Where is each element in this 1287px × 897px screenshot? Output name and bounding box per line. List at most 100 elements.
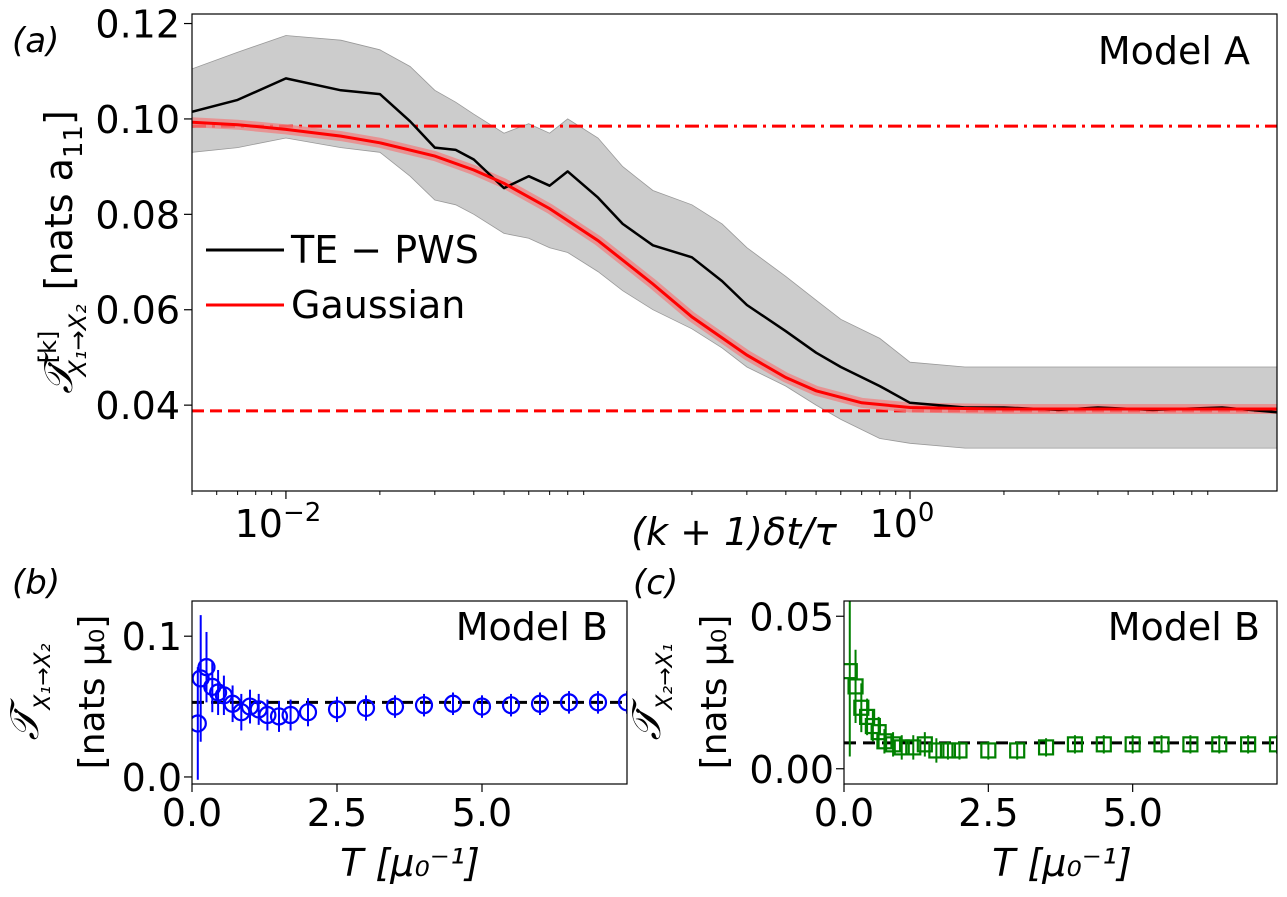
panel-a-frame	[191, 13, 1278, 492]
panel-a-y-tick-label: 0.10	[95, 98, 180, 142]
data-point-circle	[530, 694, 550, 713]
data-point-square	[951, 742, 968, 759]
data-point-square	[876, 733, 893, 750]
y-tick-label: 0.00	[749, 748, 834, 792]
data-point-circle	[298, 703, 318, 722]
data-point-square	[980, 742, 997, 759]
data-point-square	[847, 678, 864, 695]
data-point-circle	[414, 696, 434, 715]
data-point-circle	[356, 698, 376, 718]
x-tick-label: 5.0	[452, 791, 512, 835]
gaussian-line	[192, 120, 1277, 411]
legend-te-pws-label: TE − PWS	[290, 228, 479, 272]
y-tick-label: 0.1	[122, 615, 182, 659]
panel-c-y-axis-unit: [nats μ₀]	[694, 615, 735, 770]
data-point-square	[853, 699, 870, 716]
panel-b-plot-area	[192, 615, 627, 780]
panel-b-frame	[191, 600, 628, 785]
panel-a-x-tick-base: 10	[235, 502, 283, 546]
panel-a-y-tick-label: 0.06	[95, 289, 180, 333]
x-tick-label: 0.0	[814, 791, 874, 835]
panel-a: 0.040.060.080.100.12 10−2 100 (a) Model A…	[12, 3, 1278, 554]
data-point-square	[870, 724, 887, 741]
panel-a-x-tick-exponent: −2	[283, 498, 321, 528]
data-point-square	[1211, 736, 1228, 753]
data-point-circle	[192, 669, 210, 688]
panel-a-x-tick-label: 10−2	[235, 498, 322, 546]
data-point-square	[858, 708, 876, 726]
panel-clipped-layer	[192, 615, 627, 780]
data-point-circle	[472, 697, 492, 716]
data-point-square	[1240, 736, 1257, 753]
panel-a-y-axis-unit-subscript: 11	[59, 125, 89, 158]
data-point-circle	[617, 693, 627, 712]
data-point-square	[1124, 736, 1141, 753]
data-point-circle	[281, 705, 300, 725]
panel-c: 0.0 2.5 5.0 0.00 0.05 (c) Model B T [μ₀⁻¹] 𝒯…	[624, 563, 1278, 885]
data-point-square	[1009, 742, 1026, 759]
x-tick-label: 2.5	[307, 791, 367, 835]
data-point-square	[1182, 736, 1199, 753]
data-point-circle	[588, 693, 608, 712]
panel-a-x-axis-label: (k + 1)δt/τ	[631, 510, 838, 554]
panel-b-label: (b)	[12, 563, 60, 603]
panel-a-y-axis-label: 𝒯̇[k]X₁→X₂[nats a11]	[34, 110, 92, 394]
x-tick-label: 0.0	[162, 791, 222, 835]
te-pws-confidence-band	[192, 35, 1277, 449]
data-point-circle	[258, 705, 277, 725]
panel-c-y-axis-subscript: X₂→X₁	[653, 644, 678, 711]
panel-c-ticks: 0.0 2.5 5.0 0.00 0.05	[749, 595, 1162, 835]
panel-b-ticks: 0.0 2.5 5.0 0.0 0.1	[122, 615, 513, 835]
panel-b-y-axis-unit: [nats μ₀]	[72, 615, 113, 770]
x-tick-label: 2.5	[958, 791, 1018, 835]
panel-c-frame	[843, 600, 1278, 785]
data-point-circle	[192, 714, 207, 733]
y-tick-label: 0.05	[749, 595, 834, 639]
panel-a-x-tick-base: 10	[870, 502, 918, 546]
panel-a-y-tick-label: 0.12	[95, 3, 180, 47]
data-point-square	[1153, 736, 1170, 753]
panel-a-x-tick-exponent: 0	[918, 498, 935, 528]
panel-a-x-tick-label: 100	[870, 498, 935, 546]
panel-c-plot-area	[844, 601, 1277, 763]
panel-a-y-ticks: 0.04 0.06 0.08 0.10 0.12	[95, 3, 192, 428]
panel-a-x-ticks: 10−2 100	[191, 491, 1209, 546]
panel-c-x-axis-label: T [μ₀⁻¹]	[992, 841, 1132, 885]
data-point-square	[1268, 736, 1277, 753]
panel-b-x-axis-label: T [μ₀⁻¹]	[340, 841, 480, 885]
x-tick-label: 5.0	[1102, 791, 1162, 835]
panel-c-y-axis-label: 𝒯̇X₂→X₁	[624, 644, 678, 741]
data-point-circle	[443, 694, 463, 713]
panel-a-y-tick-label: 0.08	[95, 193, 180, 237]
panel-clipped-layer	[844, 601, 1277, 763]
data-point-circle	[327, 700, 347, 719]
data-point-square	[928, 742, 945, 759]
panel-b-model-label: Model B	[456, 605, 608, 649]
panel-b-y-axis-label: 𝒯̇X₁→X₂	[2, 643, 56, 740]
panel-a-plot-area	[192, 35, 1277, 449]
data-point-square	[1095, 736, 1112, 753]
panel-a-clipped-layer	[192, 35, 1277, 449]
panel-a-y-axis-superscript: [k]	[34, 331, 62, 364]
data-point-circle	[559, 693, 579, 712]
legend-gaussian-label: Gaussian	[291, 283, 465, 327]
panel-c-label: (c)	[633, 563, 678, 603]
panel-b: 0.0 2.5 5.0 0.0 0.1 (b) Model B T [μ₀⁻¹] 𝒯̇X…	[2, 563, 628, 885]
data-point-square	[939, 742, 957, 759]
panel-a-y-axis-subscript: X₁→X₂	[64, 304, 92, 379]
data-point-circle	[269, 707, 289, 726]
panel-a-label: (a)	[12, 21, 59, 61]
panel-a-model-label: Model A	[1098, 29, 1250, 73]
data-point-circle	[197, 658, 216, 677]
data-point-square	[844, 663, 858, 680]
panel-a-y-axis-unit-end: ]	[37, 110, 81, 125]
data-point-circle	[203, 677, 222, 696]
y-tick-label: 0.0	[122, 756, 182, 800]
data-point-circle	[501, 696, 521, 715]
panel-a-y-tick-label: 0.04	[95, 384, 180, 428]
data-point-square	[884, 736, 902, 753]
data-point-square	[1066, 736, 1084, 753]
panel-b-y-axis-subscript: X₁→X₂	[31, 643, 56, 710]
data-point-circle	[385, 697, 405, 716]
